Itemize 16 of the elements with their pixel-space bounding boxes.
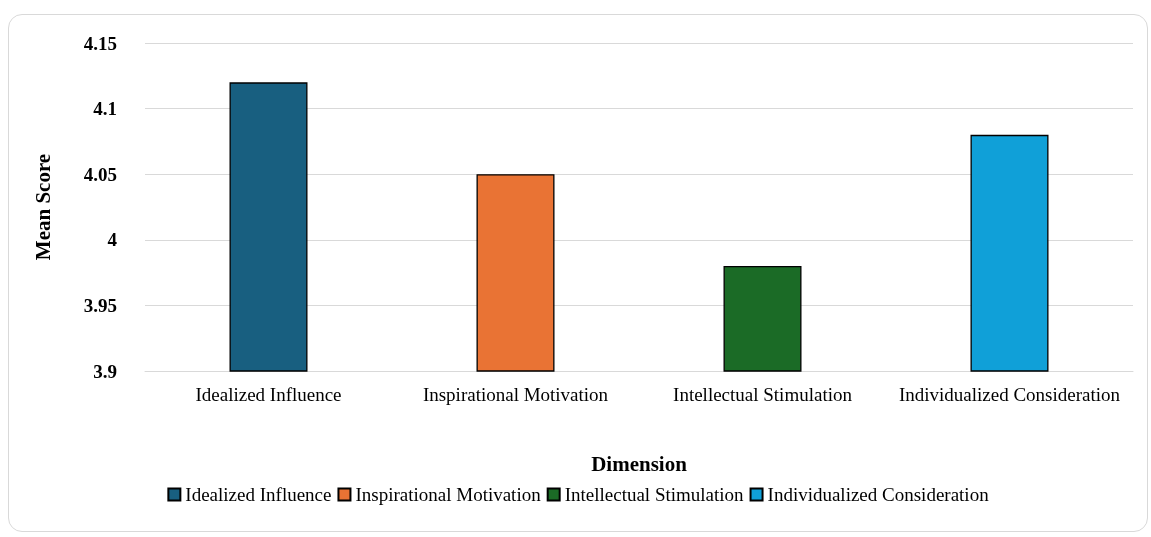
- legend-label: Intellectual Stimulation: [564, 484, 745, 505]
- y-tick-label: 3.95: [83, 294, 117, 316]
- y-tick-label: 4.05: [83, 163, 117, 185]
- y-tick-label: 4.1: [93, 98, 117, 120]
- y-tick-label: 3.9: [93, 360, 117, 382]
- x-tick-label: Intellectual Stimulation: [673, 383, 853, 405]
- y-tick-label: 4.15: [83, 32, 117, 54]
- x-tick-label: Individualized Consideration: [898, 383, 1121, 405]
- x-tick-label: Inspirational Motivation: [422, 383, 609, 405]
- legend-label: Idealized Influence: [185, 484, 332, 505]
- legend-label: Inspirational Motivation: [355, 484, 542, 505]
- x-axis-title: Dimension: [591, 451, 688, 476]
- y-tick-label: 4: [107, 229, 118, 251]
- y-axis-title: Mean Score: [30, 153, 55, 261]
- legend-label: Individualized Consideration: [767, 484, 990, 505]
- x-tick-label: Idealized Influence: [195, 383, 342, 405]
